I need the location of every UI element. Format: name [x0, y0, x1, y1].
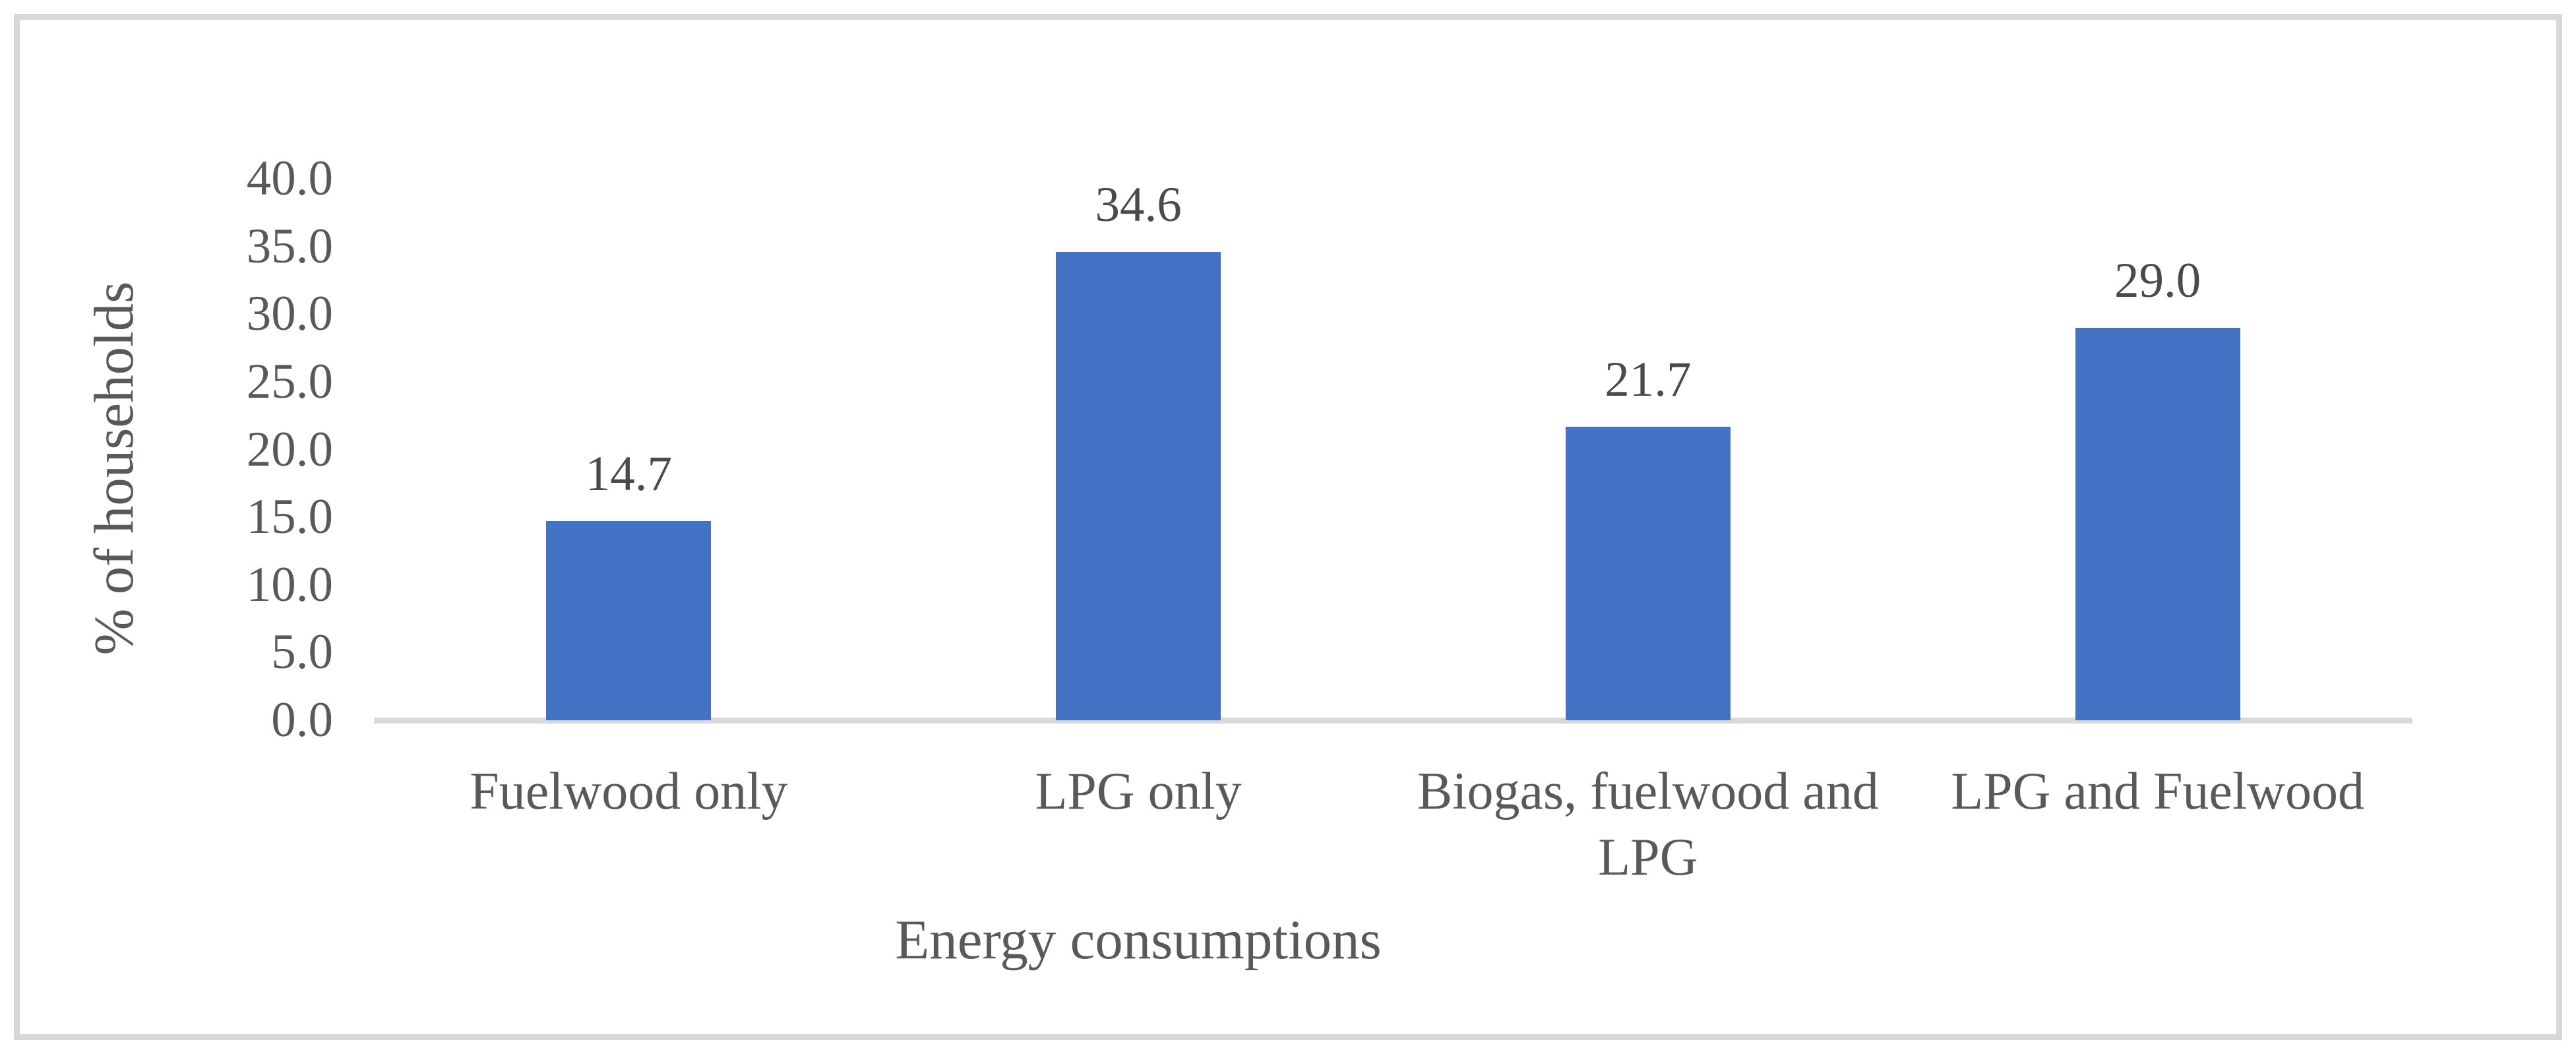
bar-3: [1565, 426, 1731, 720]
y-tick-label: 30.0: [246, 286, 333, 342]
x-axis-line: [374, 718, 2412, 724]
bar-value-label: 21.7: [1605, 352, 1692, 407]
bar-2: [1056, 252, 1221, 720]
y-tick-label: 20.0: [246, 421, 333, 477]
y-tick-label: 35.0: [246, 218, 333, 274]
y-tick-label: 15.0: [246, 489, 333, 545]
y-tick-label: 25.0: [246, 354, 333, 409]
bar-value-label: 29.0: [2114, 253, 2201, 308]
bar-value-label: 34.6: [1095, 177, 1182, 232]
category-label: Biogas, fuelwood and LPG: [1417, 762, 1879, 886]
y-tick-label: 5.0: [271, 625, 333, 680]
category-label: LPG only: [1035, 762, 1242, 821]
bar-1: [546, 521, 712, 720]
bar-value-label: 14.7: [585, 447, 672, 502]
x-axis-title: Energy consumptions: [895, 909, 1382, 971]
y-tick-label: 0.0: [271, 693, 333, 747]
bar-4: [2075, 327, 2240, 720]
category-label: LPG and Fuelwood: [1951, 762, 2364, 821]
category-label: Fuelwood only: [470, 762, 788, 821]
y-tick-label: 10.0: [246, 557, 333, 612]
y-tick-label: 40.0: [246, 151, 333, 206]
